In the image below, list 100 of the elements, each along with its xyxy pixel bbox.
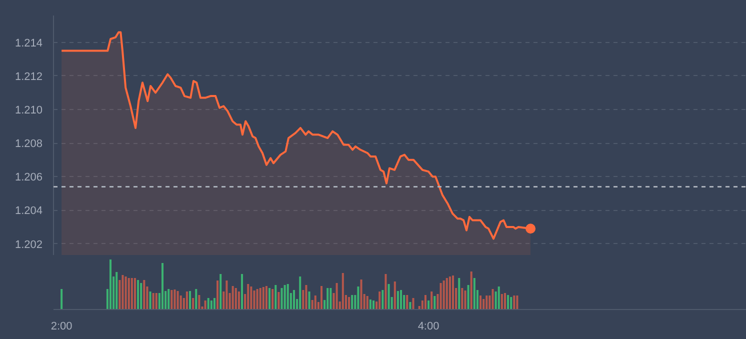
- bar: [168, 289, 170, 310]
- bar: [442, 280, 445, 310]
- bar: [195, 289, 198, 310]
- bar: [320, 286, 323, 310]
- y-tick-label: 1.204: [14, 205, 43, 218]
- bar: [440, 283, 442, 310]
- bar: [351, 295, 354, 310]
- bar: [500, 294, 503, 310]
- bar: [360, 280, 362, 310]
- bar: [369, 300, 372, 310]
- bar: [464, 290, 466, 310]
- bar: [268, 288, 271, 310]
- bar: [60, 289, 63, 310]
- bar: [240, 274, 243, 310]
- bar: [259, 288, 262, 310]
- bar: [357, 286, 360, 310]
- bar: [326, 288, 329, 310]
- bar: [467, 285, 470, 310]
- bar: [137, 280, 140, 310]
- y-tick-label: 1.212: [14, 70, 43, 83]
- bar: [507, 295, 510, 310]
- bar: [492, 289, 494, 310]
- bar: [461, 288, 464, 310]
- bar: [400, 290, 402, 310]
- bar: [274, 285, 277, 310]
- bar: [116, 272, 118, 310]
- bar: [256, 289, 258, 310]
- bar: [406, 295, 408, 310]
- bar: [384, 274, 387, 310]
- bar: [378, 292, 381, 310]
- bar: [272, 289, 274, 310]
- bar: [498, 286, 500, 310]
- bar: [470, 272, 472, 310]
- bar: [232, 286, 234, 310]
- bar: [124, 276, 127, 310]
- bar: [234, 288, 237, 310]
- bar: [336, 283, 338, 310]
- bar: [192, 298, 194, 310]
- y-tick-label: 1.202: [14, 238, 43, 251]
- bar: [396, 291, 399, 310]
- bar: [366, 296, 368, 310]
- bar: [170, 290, 173, 310]
- bar: [161, 263, 164, 310]
- bar: [458, 278, 460, 310]
- bar: [204, 300, 206, 310]
- bar: [176, 291, 179, 310]
- bar: [473, 278, 476, 310]
- bar: [516, 296, 518, 310]
- bar: [155, 293, 158, 310]
- bar: [382, 290, 384, 310]
- bar: [207, 298, 210, 310]
- x-tick-label: 4:00: [418, 320, 440, 332]
- y-tick-label: 1.208: [14, 138, 43, 150]
- bar: [482, 299, 485, 310]
- bar: [110, 260, 112, 310]
- bar: [314, 296, 316, 310]
- bar: [434, 296, 436, 310]
- bar: [174, 290, 176, 310]
- bar: [140, 283, 142, 310]
- bar: [388, 284, 390, 310]
- bar: [128, 278, 130, 310]
- bar: [428, 300, 430, 310]
- bar: [220, 274, 222, 310]
- bar: [149, 292, 152, 310]
- bar: [299, 276, 302, 310]
- bar: [342, 273, 344, 310]
- bar: [130, 278, 133, 310]
- bar: [394, 282, 396, 310]
- bar: [446, 278, 448, 310]
- bar: [253, 290, 256, 310]
- bar: [226, 280, 228, 310]
- y-tick-label: 1.214: [14, 37, 43, 50]
- bar: [250, 286, 252, 310]
- bar: [247, 284, 250, 310]
- bar: [504, 293, 506, 310]
- bar: [152, 293, 154, 310]
- bar: [278, 292, 280, 310]
- bar: [216, 280, 219, 310]
- bar: [213, 298, 216, 310]
- bar: [372, 300, 374, 310]
- bar: [262, 287, 264, 310]
- bar: [134, 278, 136, 310]
- bar: [280, 288, 283, 310]
- bar: [210, 300, 212, 310]
- bar: [348, 297, 350, 310]
- bar: [284, 285, 286, 310]
- bar: [513, 296, 516, 310]
- bar: [510, 297, 512, 310]
- bar: [308, 292, 310, 310]
- bar: [286, 284, 289, 310]
- bar: [186, 292, 188, 310]
- bar: [480, 296, 482, 310]
- bar: [122, 275, 124, 310]
- bar: [238, 292, 240, 310]
- bar: [143, 280, 146, 310]
- y-tick-label: 1.206: [14, 172, 43, 184]
- bar: [424, 295, 426, 310]
- x-tick-label: 2:00: [50, 320, 72, 332]
- bar: [265, 286, 268, 310]
- y-tick-label: 1.210: [14, 104, 43, 116]
